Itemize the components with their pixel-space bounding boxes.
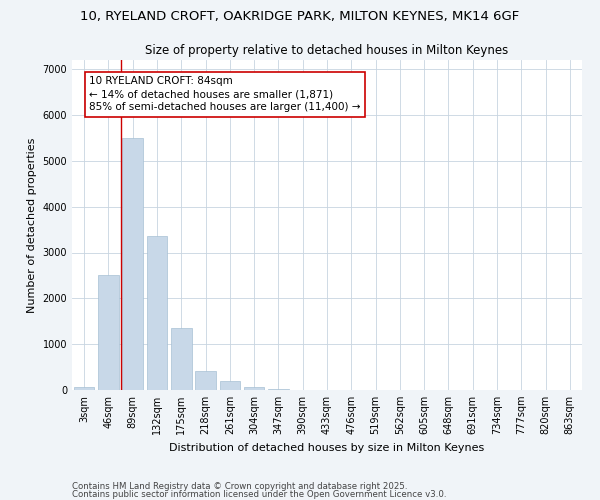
Bar xyxy=(244,386,265,390)
Text: Contains public sector information licensed under the Open Government Licence v3: Contains public sector information licen… xyxy=(72,490,446,499)
Bar xyxy=(268,388,289,390)
Y-axis label: Number of detached properties: Number of detached properties xyxy=(27,138,37,312)
Bar xyxy=(98,276,119,390)
Text: Contains HM Land Registry data © Crown copyright and database right 2025.: Contains HM Land Registry data © Crown c… xyxy=(72,482,407,491)
Bar xyxy=(122,138,143,390)
Text: 10 RYELAND CROFT: 84sqm
← 14% of detached houses are smaller (1,871)
85% of semi: 10 RYELAND CROFT: 84sqm ← 14% of detache… xyxy=(89,76,361,112)
Text: 10, RYELAND CROFT, OAKRIDGE PARK, MILTON KEYNES, MK14 6GF: 10, RYELAND CROFT, OAKRIDGE PARK, MILTON… xyxy=(80,10,520,23)
Title: Size of property relative to detached houses in Milton Keynes: Size of property relative to detached ho… xyxy=(145,44,509,58)
Bar xyxy=(220,381,240,390)
Bar xyxy=(146,236,167,390)
Bar xyxy=(195,371,216,390)
X-axis label: Distribution of detached houses by size in Milton Keynes: Distribution of detached houses by size … xyxy=(169,442,485,452)
Bar xyxy=(171,328,191,390)
Bar xyxy=(74,387,94,390)
